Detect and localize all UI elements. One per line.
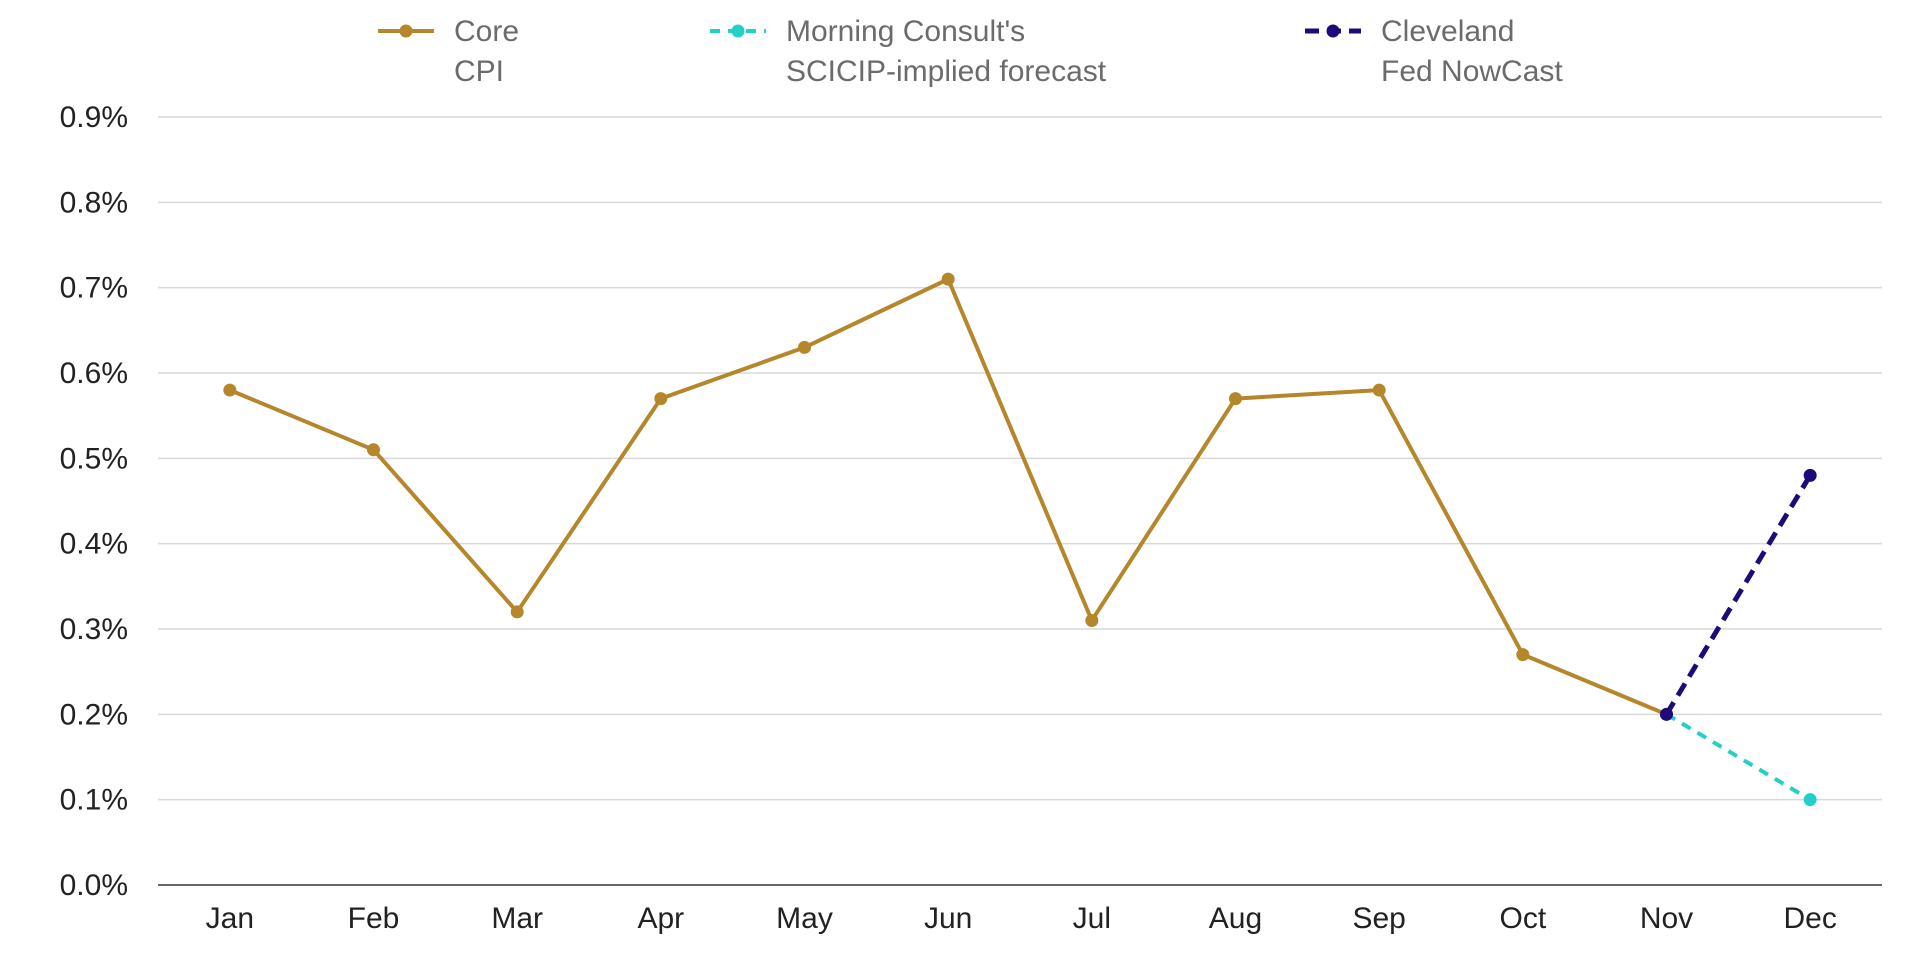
- data-point: [1085, 613, 1099, 627]
- y-tick-label: 0.5%: [60, 442, 128, 475]
- x-tick-label: Aug: [1209, 902, 1262, 935]
- y-tick-label: 0.9%: [60, 101, 128, 134]
- data-point: [1229, 392, 1242, 406]
- x-tick-label: Apr: [637, 902, 684, 935]
- legend-label: Morning Consult's: [786, 15, 1025, 48]
- x-tick-label: Jan: [206, 902, 254, 935]
- data-point: [1803, 468, 1817, 482]
- data-point: [223, 383, 237, 397]
- legend-label: CPI: [454, 55, 504, 88]
- x-tick-label: Oct: [1499, 902, 1546, 935]
- x-tick-label: Jul: [1073, 902, 1111, 935]
- x-tick-label: Feb: [348, 902, 400, 935]
- axes: 0.0% 0.1% 0.2% 0.3% 0.4% 0.5% 0.6% 0.7% 0.8% 0.9%…: [60, 101, 1882, 935]
- y-tick-label: 0.4%: [60, 528, 128, 561]
- legend-label: Core: [454, 15, 519, 48]
- legend-item: Cleveland Fed NowCast: [1305, 15, 1563, 88]
- y-tick-label: 0.8%: [60, 186, 128, 219]
- data-point: [510, 605, 524, 619]
- data-point: [798, 340, 811, 354]
- data-point: [1372, 383, 1386, 397]
- series-line: [1665, 712, 1812, 802]
- x-tick-label: Dec: [1783, 902, 1836, 935]
- data-point: [1803, 793, 1817, 807]
- legend-label: SCICIP-implied forecast: [786, 55, 1107, 88]
- series-1: [1660, 707, 1817, 807]
- legend-swatch-marker: [1326, 24, 1340, 38]
- series-0: [223, 272, 1673, 721]
- legend-item: Core CPI: [378, 15, 519, 88]
- data-point: [1516, 648, 1530, 662]
- series: [223, 272, 1817, 807]
- legend-item: Morning Consult's SCICIP-implied forecast: [710, 15, 1107, 88]
- x-tick-label: Sep: [1352, 902, 1405, 935]
- series-line: [1664, 474, 1813, 716]
- data-point: [367, 443, 380, 457]
- data-point: [941, 272, 955, 286]
- y-tick-label: 0.6%: [60, 357, 128, 390]
- x-tick-label: May: [776, 902, 833, 935]
- y-tick-label: 0.3%: [60, 613, 128, 646]
- x-tick-label: Nov: [1640, 902, 1693, 935]
- series-line: [229, 277, 1668, 717]
- legend-swatch-marker: [731, 24, 745, 38]
- y-tick-label: 0.1%: [60, 784, 128, 817]
- x-tick-label: Jun: [924, 902, 972, 935]
- gridlines: [158, 116, 1882, 801]
- x-tick-label: Mar: [491, 902, 543, 935]
- y-tick-label: 0.2%: [60, 698, 128, 731]
- legend-swatch-marker: [399, 24, 413, 38]
- data-point: [654, 392, 668, 406]
- y-tick-label: 0.7%: [60, 272, 128, 305]
- y-tick-label: 0.0%: [60, 869, 128, 902]
- series-2: [1660, 468, 1817, 721]
- legend: Core CPI Morning Consult's SCICIP-implied f…: [378, 15, 1563, 88]
- legend-label: Fed NowCast: [1381, 55, 1563, 88]
- legend-label: Cleveland: [1381, 15, 1514, 48]
- data-point: [1660, 707, 1673, 721]
